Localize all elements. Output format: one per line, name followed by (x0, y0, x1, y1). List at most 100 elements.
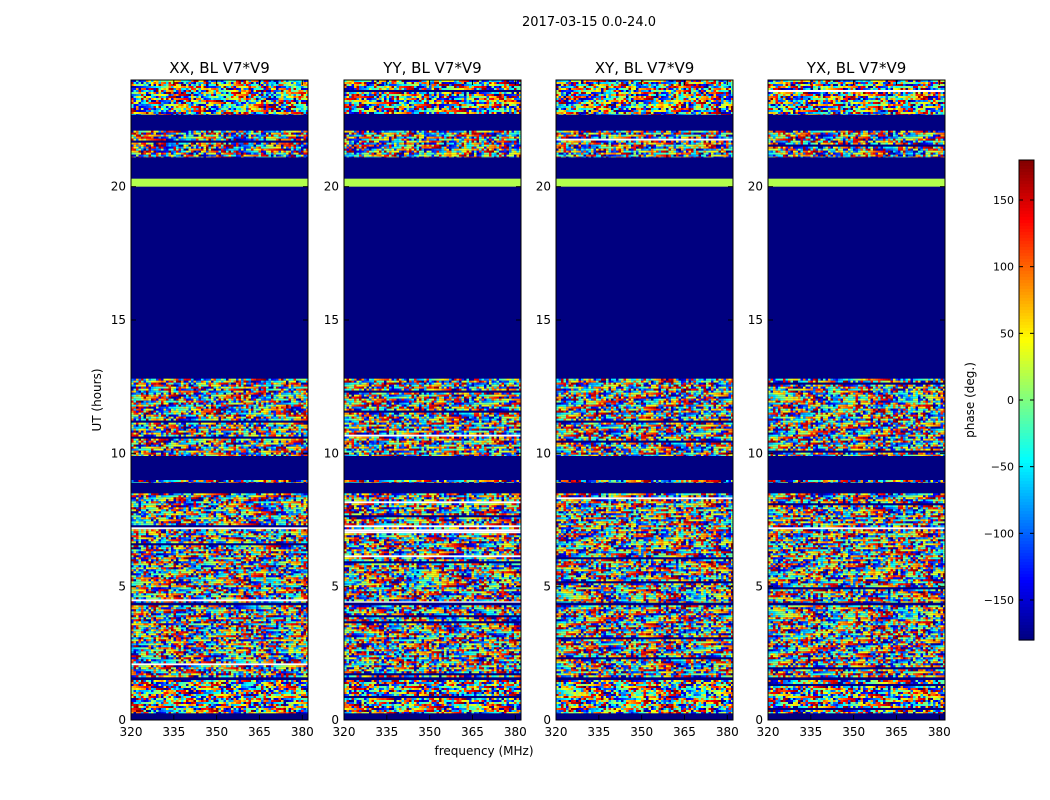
colorbar-segment (1019, 553, 1034, 557)
colorbar-segment (1019, 337, 1034, 341)
colorbar-segment (1019, 190, 1034, 194)
colorbar-segment (1019, 286, 1034, 290)
colorbar-segment (1019, 397, 1034, 401)
colorbar-segment (1019, 265, 1034, 269)
colorbar-segment (1019, 379, 1034, 383)
band-noisy (556, 130, 733, 158)
colorbar-segment (1019, 340, 1034, 344)
colorbar-segment (1019, 208, 1034, 212)
colorbar-segment (1019, 229, 1034, 233)
band-noisy (768, 493, 945, 603)
colorbar-segment (1019, 628, 1034, 632)
band-noisy (344, 378, 521, 456)
panel-xx: XX, BL V7*V9 320 335 350 365 380 0 5 10 15 20 (111, 59, 314, 739)
colorbar-segment (1019, 184, 1034, 188)
colorbar-segment (1019, 595, 1034, 599)
colorbar-segment (1019, 247, 1034, 251)
band-line (131, 178, 308, 187)
panel-title: XY, BL V7*V9 (595, 59, 695, 77)
band-noisy (768, 680, 945, 714)
y-tick-label: 5 (543, 580, 551, 594)
colorbar-segment (1019, 238, 1034, 242)
y-tick-label: 10 (536, 446, 551, 460)
colorbar-segment (1019, 328, 1034, 332)
colorbar-segment (1019, 292, 1034, 296)
panel-frame (130, 79, 309, 721)
colorbar-segment (1019, 271, 1034, 275)
band-noisy (556, 493, 733, 603)
colorbar-segment (1019, 481, 1034, 485)
colorbar-segment (1019, 301, 1034, 305)
colorbar-segment (1019, 235, 1034, 239)
band-noisy (556, 480, 733, 483)
x-tick-label: 350 (842, 725, 865, 739)
colorbar-segment (1019, 478, 1034, 482)
colorbar-segment (1019, 331, 1034, 335)
colorbar-segment (1019, 520, 1034, 524)
colorbar-segment (1019, 577, 1034, 581)
colorbar-segment (1019, 538, 1034, 542)
band-noisy (131, 605, 308, 678)
colorbar-segment (1019, 499, 1034, 503)
colorbar-segment (1019, 562, 1034, 566)
colorbar-segment (1019, 178, 1034, 182)
band-noisy (556, 605, 733, 678)
band-line (768, 178, 945, 187)
colorbar-segment (1019, 280, 1034, 284)
colorbar-segment (1019, 400, 1034, 404)
colorbar-segment (1019, 493, 1034, 497)
colorbar-segment (1019, 466, 1034, 470)
colorbar-segment (1019, 415, 1034, 419)
colorbar-segment (1019, 169, 1034, 173)
y-tick-label: 10 (748, 446, 763, 460)
x-tick-label: 335 (799, 725, 822, 739)
band-noisy (344, 130, 521, 158)
band-noisy (344, 493, 521, 603)
colorbar-segment (1019, 199, 1034, 203)
colorbar-segment (1019, 556, 1034, 560)
colorbar-segment (1019, 526, 1034, 530)
band-noisy (131, 130, 308, 158)
colorbar-segment (1019, 637, 1034, 641)
y-tick-label: 15 (111, 313, 126, 327)
colorbar-segment (1019, 163, 1034, 167)
colorbar-segment (1019, 304, 1034, 308)
colorbar-segment (1019, 436, 1034, 440)
colorbar-segment (1019, 391, 1034, 395)
colorbar-tick-label: 150 (993, 194, 1014, 207)
colorbar-segment (1019, 364, 1034, 368)
colorbar-segment (1019, 349, 1034, 353)
colorbar-segment (1019, 160, 1034, 164)
colorbar-segment (1019, 451, 1034, 455)
band-noisy (768, 80, 945, 115)
panel-frame (555, 79, 734, 721)
colorbar-segment (1019, 307, 1034, 311)
x-tick-label: 365 (461, 725, 484, 739)
colorbar-segment (1019, 505, 1034, 509)
colorbar-segment (1019, 202, 1034, 206)
colorbar-tick-label: −100 (984, 527, 1014, 540)
colorbar-segment (1019, 298, 1034, 302)
band-line (344, 178, 521, 187)
y-tick-label: 20 (324, 180, 339, 194)
band-noisy (131, 80, 308, 115)
colorbar-segment (1019, 373, 1034, 377)
figure-title: 2017-03-15 0.0-24.0 (522, 15, 656, 30)
colorbar-segment (1019, 253, 1034, 257)
colorbar-segment (1019, 385, 1034, 389)
x-tick-label: 380 (504, 725, 527, 739)
colorbar-segment (1019, 355, 1034, 359)
x-tick-label: 320 (545, 725, 568, 739)
colorbar-segment (1019, 172, 1034, 176)
colorbar-segment (1019, 244, 1034, 248)
x-tick-label: 335 (162, 725, 185, 739)
colorbar-segment (1019, 511, 1034, 515)
colorbar-segment (1019, 550, 1034, 554)
x-tick-label: 365 (673, 725, 696, 739)
band-noisy (131, 378, 308, 456)
colorbar-segment (1019, 250, 1034, 254)
y-tick-label: 5 (118, 580, 126, 594)
y-tick-label: 20 (536, 180, 551, 194)
panel-title: XX, BL V7*V9 (169, 59, 270, 77)
